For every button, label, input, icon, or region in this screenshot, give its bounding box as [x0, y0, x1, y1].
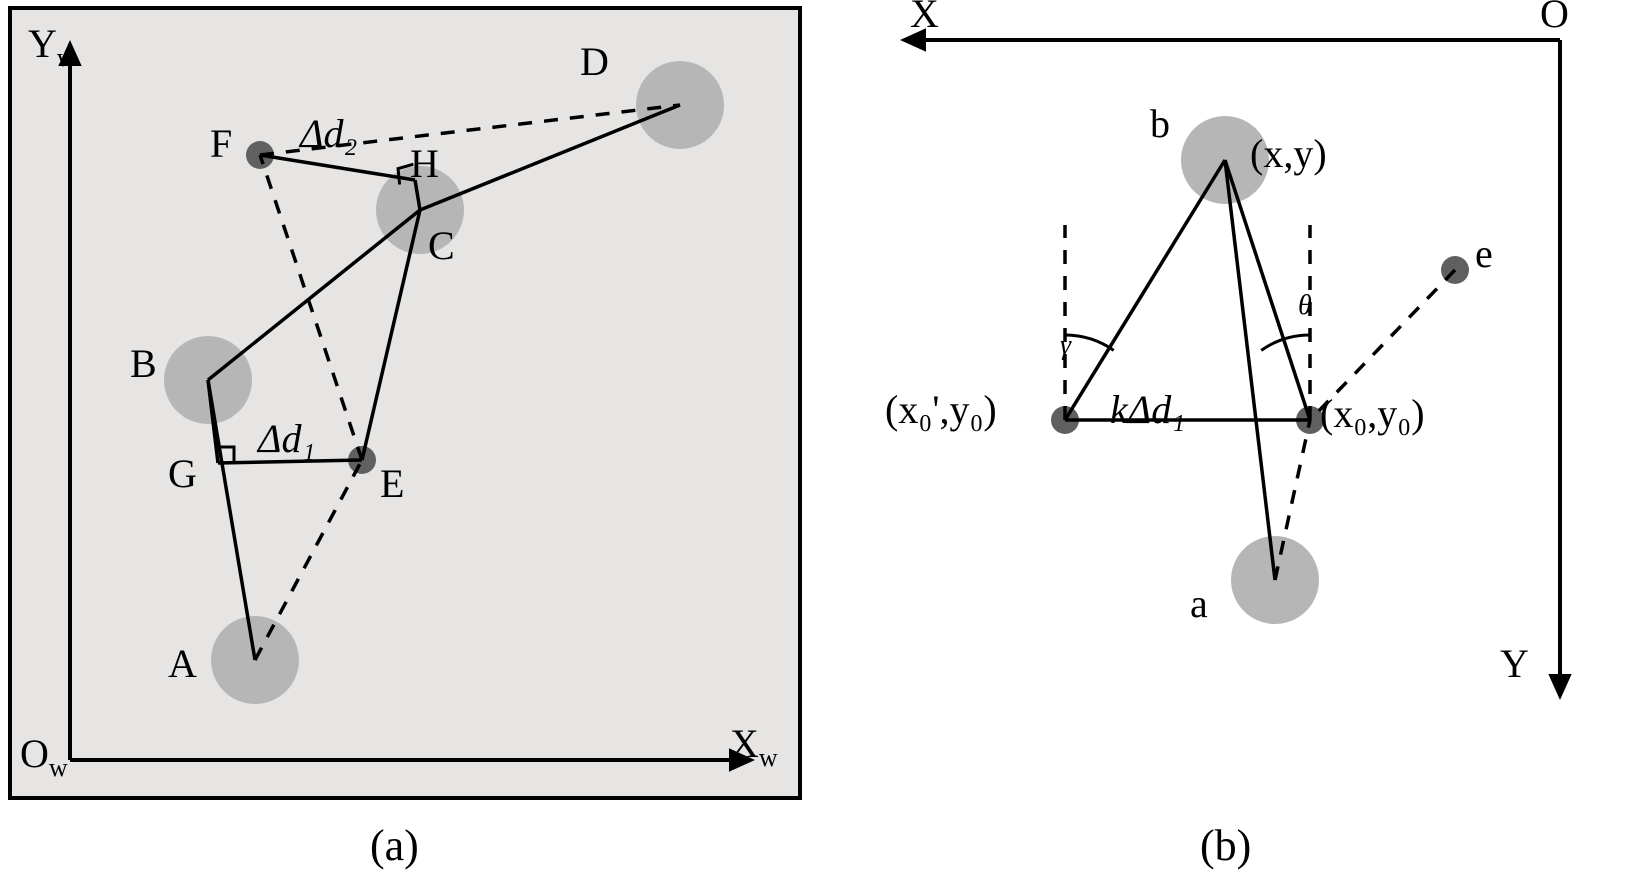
label-gamma: γ	[1060, 330, 1071, 362]
label-x0py0: (x₀',y₀)	[885, 386, 997, 433]
axis-label-Ow: Ow	[20, 730, 68, 783]
label-a: a	[1190, 580, 1208, 627]
point-label-B: B	[130, 340, 157, 387]
axis-label-Xw: Xw	[730, 720, 778, 773]
point-label-A: A	[168, 640, 197, 687]
point-label-G: G	[168, 450, 197, 497]
point-label-D: D	[580, 38, 609, 85]
point-label-C: C	[428, 222, 455, 269]
label-xy: (x,y)	[1250, 130, 1327, 177]
label-x0y0: (x₀,y₀)	[1320, 390, 1425, 437]
label-kdd1: kΔd₁	[1110, 386, 1185, 433]
axis-label-X: X	[910, 0, 939, 37]
point-label-E: E	[380, 460, 404, 507]
axis-label-Y: Y	[1500, 640, 1529, 687]
caption-b: (b)	[1200, 820, 1251, 871]
point-label-F: F	[210, 120, 232, 167]
delta-d2-label: Δd₂	[300, 110, 357, 157]
caption-a: (a)	[370, 820, 419, 871]
axis-label-Yw: Yw	[28, 20, 76, 73]
label-e: e	[1475, 230, 1493, 277]
axis-label-O: O	[1540, 0, 1569, 37]
delta-d1-label: Δd₁	[258, 415, 315, 462]
diagram-stage: Ow Xw Yw A B C D E F G H Δd₁ Δd₂ (a) O X Ya b e (x,y) (x₀,y₀…	[0, 0, 1627, 887]
label-b: b	[1150, 100, 1170, 147]
point-label-H: H	[410, 140, 439, 187]
label-theta: θ	[1298, 290, 1312, 322]
diagram-svg	[0, 0, 1627, 887]
